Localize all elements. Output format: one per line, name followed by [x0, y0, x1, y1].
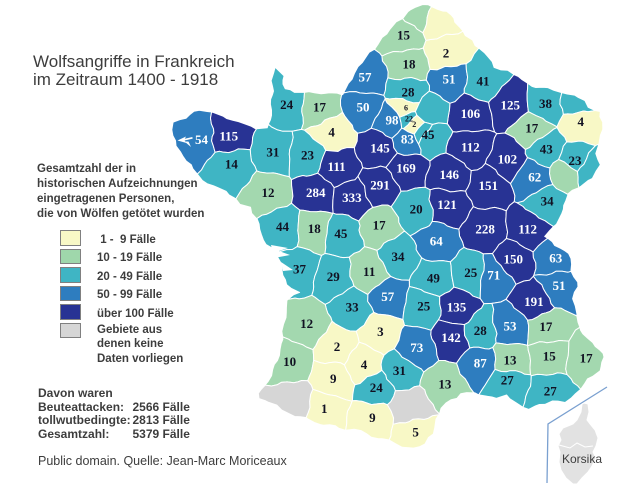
- svg-text:12: 12: [300, 316, 313, 331]
- svg-text:2: 2: [334, 339, 341, 354]
- svg-text:25: 25: [417, 298, 431, 313]
- svg-text:121: 121: [437, 197, 457, 212]
- svg-text:17: 17: [373, 218, 387, 233]
- svg-text:23: 23: [301, 147, 315, 162]
- svg-text:4: 4: [361, 357, 368, 372]
- svg-text:17: 17: [525, 121, 539, 136]
- svg-text:13: 13: [438, 377, 452, 392]
- svg-text:27: 27: [544, 383, 558, 398]
- svg-text:15: 15: [397, 27, 411, 42]
- svg-text:17: 17: [580, 351, 594, 366]
- svg-text:228: 228: [475, 221, 495, 236]
- svg-text:4: 4: [328, 125, 335, 140]
- svg-text:169: 169: [396, 160, 416, 175]
- svg-text:43: 43: [540, 142, 554, 157]
- svg-text:87: 87: [474, 355, 488, 370]
- svg-text:145: 145: [370, 141, 390, 156]
- svg-text:53: 53: [504, 319, 518, 334]
- svg-text:64: 64: [430, 233, 444, 248]
- svg-text:41: 41: [477, 73, 490, 88]
- svg-text:1: 1: [321, 401, 328, 416]
- svg-text:28: 28: [402, 84, 416, 99]
- svg-text:135: 135: [447, 299, 467, 314]
- svg-text:50: 50: [357, 99, 370, 114]
- svg-text:111: 111: [328, 159, 346, 174]
- svg-text:83: 83: [401, 131, 415, 146]
- svg-text:73: 73: [410, 340, 424, 355]
- svg-text:146: 146: [439, 167, 459, 182]
- svg-text:102: 102: [498, 151, 518, 166]
- svg-text:51: 51: [553, 278, 566, 293]
- svg-text:34: 34: [392, 249, 406, 264]
- svg-text:284: 284: [306, 185, 326, 200]
- svg-text:4: 4: [578, 114, 585, 129]
- svg-text:17: 17: [539, 319, 553, 334]
- svg-text:31: 31: [266, 144, 279, 159]
- svg-text:13: 13: [504, 352, 518, 367]
- svg-text:5: 5: [412, 425, 419, 440]
- svg-text:29: 29: [327, 269, 341, 284]
- svg-text:11: 11: [363, 264, 375, 279]
- svg-text:20: 20: [410, 201, 423, 216]
- svg-text:9: 9: [330, 371, 337, 386]
- svg-text:125: 125: [501, 98, 521, 113]
- svg-text:57: 57: [381, 289, 395, 304]
- svg-text:22: 22: [405, 115, 413, 124]
- svg-text:51: 51: [443, 71, 456, 86]
- svg-text:6: 6: [404, 104, 408, 113]
- svg-text:45: 45: [422, 127, 436, 142]
- svg-text:98: 98: [386, 112, 400, 127]
- svg-text:23: 23: [569, 153, 583, 168]
- svg-text:18: 18: [403, 56, 417, 71]
- svg-text:3: 3: [377, 324, 384, 339]
- svg-text:112: 112: [461, 139, 480, 154]
- svg-text:291: 291: [370, 178, 390, 193]
- svg-text:2: 2: [412, 120, 416, 129]
- svg-text:63: 63: [549, 250, 563, 265]
- svg-text:10: 10: [283, 354, 296, 369]
- svg-text:28: 28: [474, 323, 488, 338]
- svg-text:15: 15: [543, 348, 557, 363]
- svg-text:112: 112: [518, 221, 537, 236]
- svg-text:18: 18: [308, 221, 322, 236]
- svg-text:45: 45: [334, 226, 348, 241]
- svg-text:24: 24: [370, 380, 384, 395]
- svg-text:31: 31: [393, 363, 406, 378]
- svg-text:25: 25: [464, 265, 478, 280]
- svg-text:24: 24: [280, 97, 294, 112]
- svg-text:62: 62: [528, 169, 541, 184]
- svg-text:49: 49: [427, 270, 441, 285]
- svg-text:57: 57: [359, 69, 373, 84]
- svg-text:37: 37: [293, 262, 307, 277]
- svg-text:38: 38: [539, 96, 553, 111]
- svg-text:44: 44: [276, 219, 290, 234]
- svg-text:12: 12: [262, 185, 275, 200]
- svg-text:27: 27: [501, 373, 515, 388]
- svg-text:33: 33: [346, 299, 360, 314]
- svg-text:142: 142: [441, 330, 461, 345]
- svg-text:151: 151: [478, 178, 498, 193]
- svg-text:14: 14: [225, 156, 239, 171]
- svg-text:333: 333: [342, 190, 362, 205]
- svg-text:115: 115: [219, 129, 238, 144]
- svg-text:2: 2: [443, 45, 450, 60]
- svg-text:71: 71: [487, 267, 500, 282]
- svg-text:106: 106: [461, 106, 481, 121]
- svg-text:150: 150: [504, 252, 524, 267]
- svg-text:54: 54: [195, 132, 209, 147]
- svg-text:191: 191: [524, 294, 544, 309]
- svg-text:34: 34: [541, 194, 555, 209]
- svg-text:9: 9: [369, 410, 376, 425]
- svg-text:17: 17: [313, 99, 327, 114]
